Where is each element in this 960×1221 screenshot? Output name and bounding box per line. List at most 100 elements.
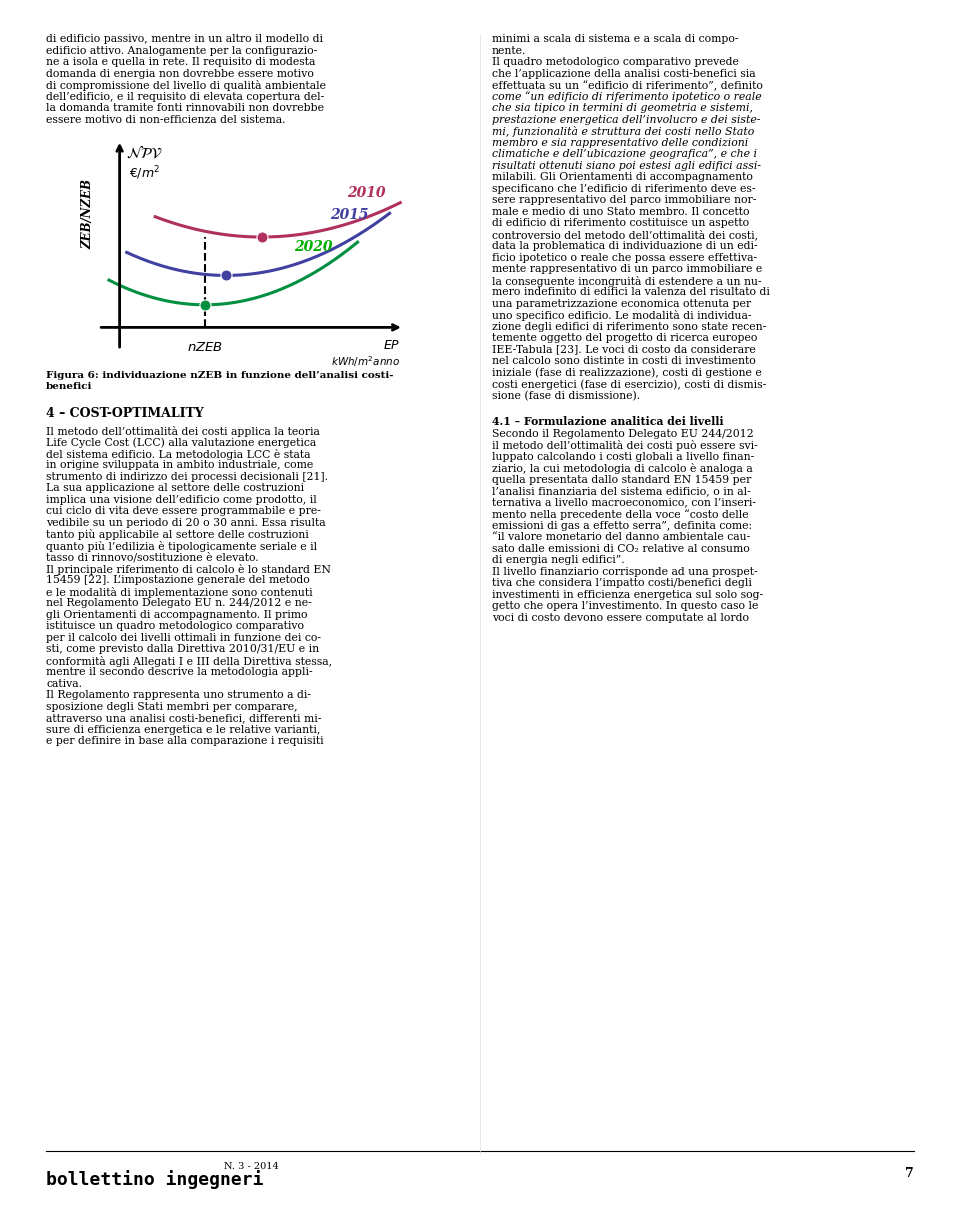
Text: cativa.: cativa. [46, 679, 82, 689]
Text: 2020: 2020 [294, 241, 333, 254]
Text: nel calcolo sono distinte in costi di investimento: nel calcolo sono distinte in costi di in… [492, 357, 756, 366]
Text: costi energetici (fase di esercizio), costi di dismis-: costi energetici (fase di esercizio), co… [492, 380, 766, 389]
Text: cui ciclo di vita deve essere programmabile e pre-: cui ciclo di vita deve essere programmab… [46, 507, 321, 516]
Text: male e medio di uno Stato membro. Il concetto: male e medio di uno Stato membro. Il con… [492, 206, 750, 216]
Text: ficio ipotetico o reale che possa essere effettiva-: ficio ipotetico o reale che possa essere… [492, 253, 757, 263]
Text: nel Regolamento Delegato EU n. 244/2012 e ne-: nel Regolamento Delegato EU n. 244/2012 … [46, 598, 312, 608]
Text: la domanda tramite fonti rinnovabili non dovrebbe: la domanda tramite fonti rinnovabili non… [46, 104, 324, 114]
Text: Il quadro metodologico comparativo prevede: Il quadro metodologico comparativo preve… [492, 57, 739, 67]
Text: uno specifico edificio. Le modalità di individua-: uno specifico edificio. Le modalità di i… [492, 310, 752, 321]
Text: investimenti in efficienza energetica sul solo sog-: investimenti in efficienza energetica su… [492, 590, 763, 600]
Text: strumento di indirizzo dei processi decisionali [21].: strumento di indirizzo dei processi deci… [46, 471, 328, 482]
Text: sione (fase di dismissione).: sione (fase di dismissione). [492, 391, 640, 400]
Text: IEE-Tabula [23]. Le voci di costo da considerare: IEE-Tabula [23]. Le voci di costo da con… [492, 344, 756, 354]
Text: il metodo dell’ottimalità dei costi può essere svi-: il metodo dell’ottimalità dei costi può … [492, 440, 757, 451]
Text: Il metodo dell’ottimalità dei costi applica la teoria: Il metodo dell’ottimalità dei costi appl… [46, 426, 320, 437]
Text: quanto più l’edilizia è tipologicamente seriale e il: quanto più l’edilizia è tipologicamente … [46, 541, 317, 552]
Text: tanto più applicabile al settore delle costruzioni: tanto più applicabile al settore delle c… [46, 530, 309, 541]
Text: conformità agli Allegati I e III della Direttiva stessa,: conformità agli Allegati I e III della D… [46, 656, 332, 667]
Text: climatiche e dell’ubicazione geografica”, e che i: climatiche e dell’ubicazione geografica”… [492, 149, 757, 159]
Text: Il Regolamento rappresenta uno strumento a di-: Il Regolamento rappresenta uno strumento… [46, 690, 311, 701]
Text: Il livello finanziario corrisponde ad una prospet-: Il livello finanziario corrisponde ad un… [492, 567, 757, 576]
Text: effettuata su un “edificio di riferimento”, definito: effettuata su un “edificio di riferiment… [492, 81, 763, 90]
Text: essere motivo di non-efficienza del sistema.: essere motivo di non-efficienza del sist… [46, 115, 285, 125]
Text: $nZEB$: $nZEB$ [187, 341, 223, 354]
Text: la conseguente incongruità di estendere a un nu-: la conseguente incongruità di estendere … [492, 276, 761, 287]
Text: ne a isola e quella in rete. Il requisito di modesta: ne a isola e quella in rete. Il requisit… [46, 57, 316, 67]
Text: 2015: 2015 [329, 208, 369, 222]
Text: mente rappresentativo di un parco immobiliare e: mente rappresentativo di un parco immobi… [492, 264, 762, 275]
Text: data la problematica di individuazione di un edi-: data la problematica di individuazione d… [492, 242, 757, 252]
Text: zione degli edifici di riferimento sono state recen-: zione degli edifici di riferimento sono … [492, 321, 766, 332]
Text: $kWh/m^2 anno$: $kWh/m^2 anno$ [331, 354, 400, 369]
Text: e per definire in base alla comparazione i requisiti: e per definire in base alla comparazione… [46, 736, 324, 746]
Text: ternativa a livello macroeconomico, con l’inseri-: ternativa a livello macroeconomico, con … [492, 498, 756, 508]
Text: sere rappresentativo del parco immobiliare nor-: sere rappresentativo del parco immobilia… [492, 195, 756, 205]
Text: voci di costo devono essere computate al lordo: voci di costo devono essere computate al… [492, 613, 749, 623]
Text: di edificio di riferimento costituisce un aspetto: di edificio di riferimento costituisce u… [492, 219, 749, 228]
Text: vedibile su un periodo di 20 o 30 anni. Essa risulta: vedibile su un periodo di 20 o 30 anni. … [46, 518, 325, 527]
Text: Secondo il Regolamento Delegato EU 244/2012: Secondo il Regolamento Delegato EU 244/2… [492, 429, 754, 438]
Text: mero indefinito di edifici la valenza del risultato di: mero indefinito di edifici la valenza de… [492, 287, 770, 297]
Text: milabili. Gli Orientamenti di accompagnamento: milabili. Gli Orientamenti di accompagna… [492, 172, 753, 182]
Text: sato dalle emissioni di CO₂ relative al consumo: sato dalle emissioni di CO₂ relative al … [492, 543, 750, 553]
Text: ziario, la cui metodologia di calcolo è analoga a: ziario, la cui metodologia di calcolo è … [492, 463, 753, 474]
Text: di edificio passivo, mentre in un altro il modello di: di edificio passivo, mentre in un altro … [46, 34, 324, 44]
Text: di energia negli edifici”.: di energia negli edifici”. [492, 556, 625, 565]
Text: 15459 [22]. L’impostazione generale del metodo: 15459 [22]. L’impostazione generale del … [46, 575, 310, 585]
Text: in origine sviluppata in ambito industriale, come: in origine sviluppata in ambito industri… [46, 460, 313, 470]
Text: domanda di energia non dovrebbe essere motivo: domanda di energia non dovrebbe essere m… [46, 68, 314, 78]
Text: 7: 7 [905, 1167, 914, 1181]
Text: mi, funzionalità e struttura dei costi nello Stato: mi, funzionalità e struttura dei costi n… [492, 126, 755, 137]
Text: che l’applicazione della analisi costi-benefici sia: che l’applicazione della analisi costi-b… [492, 68, 756, 78]
Text: attraverso una analisi costi-benefici, differenti mi-: attraverso una analisi costi-benefici, d… [46, 713, 322, 723]
Text: La sua applicazione al settore delle costruzioni: La sua applicazione al settore delle cos… [46, 484, 304, 493]
Text: gli Orientamenti di accompagnamento. Il primo: gli Orientamenti di accompagnamento. Il … [46, 609, 307, 620]
Text: sure di efficienza energetica e le relative varianti,: sure di efficienza energetica e le relat… [46, 725, 321, 735]
Text: “il valore monetario del danno ambientale cau-: “il valore monetario del danno ambiental… [492, 532, 751, 542]
Text: quella presentata dallo standard EN 15459 per: quella presentata dallo standard EN 1545… [492, 475, 752, 485]
Text: tiva che considera l’impatto costi/benefici degli: tiva che considera l’impatto costi/benef… [492, 578, 752, 589]
Text: emissioni di gas a effetto serra”, definita come:: emissioni di gas a effetto serra”, defin… [492, 520, 752, 531]
Text: del sistema edificio. La metodologia LCC è stata: del sistema edificio. La metodologia LCC… [46, 449, 311, 460]
Text: come “un edificio di riferimento ipotetico o reale: come “un edificio di riferimento ipoteti… [492, 92, 761, 103]
Text: implica una visione dell’edificio come prodotto, il: implica una visione dell’edificio come p… [46, 495, 317, 504]
Text: per il calcolo dei livelli ottimali in funzione dei co-: per il calcolo dei livelli ottimali in f… [46, 632, 321, 642]
Text: membro e sia rappresentativo delle condizioni: membro e sia rappresentativo delle condi… [492, 138, 748, 148]
Text: dell’edificio, e il requisito di elevata copertura del-: dell’edificio, e il requisito di elevata… [46, 92, 324, 101]
Text: una parametrizzazione economica ottenuta per: una parametrizzazione economica ottenuta… [492, 299, 751, 309]
Text: istituisce un quadro metodologico comparativo: istituisce un quadro metodologico compar… [46, 621, 304, 631]
Text: di compromissione del livello di qualità ambientale: di compromissione del livello di qualità… [46, 81, 326, 92]
Text: ZEB/NZEB: ZEB/NZEB [82, 179, 94, 249]
Text: sti, come previsto dalla Direttiva 2010/31/EU e in: sti, come previsto dalla Direttiva 2010/… [46, 645, 320, 654]
Text: 4.1 – Formulazione analitica dei livelli: 4.1 – Formulazione analitica dei livelli [492, 416, 724, 427]
Text: tasso di rinnovo/sostituzione è elevato.: tasso di rinnovo/sostituzione è elevato. [46, 552, 258, 563]
Text: sposizione degli Stati membri per comparare,: sposizione degli Stati membri per compar… [46, 702, 298, 712]
Text: controversio del metodo dell’ottimalità dei costi,: controversio del metodo dell’ottimalità … [492, 230, 758, 241]
Text: prestazione energetica dell’involucro e dei siste-: prestazione energetica dell’involucro e … [492, 115, 760, 125]
Text: e le modalità di implementazione sono contenuti: e le modalità di implementazione sono co… [46, 587, 313, 598]
Text: N. 3 - 2014: N. 3 - 2014 [224, 1162, 278, 1171]
Text: bollettino ingegneri: bollettino ingegneri [46, 1170, 264, 1189]
Text: 2010: 2010 [348, 187, 386, 200]
Text: specificano che l’edificio di riferimento deve es-: specificano che l’edificio di riferiment… [492, 183, 756, 194]
Text: minimi a scala di sistema e a scala di compo-: minimi a scala di sistema e a scala di c… [492, 34, 738, 44]
Text: mento nella precedente della voce “costo delle: mento nella precedente della voce “costo… [492, 509, 749, 520]
Text: $\mathcal{NPV}$: $\mathcal{NPV}$ [126, 144, 163, 160]
Text: che sia tipico in termini di geometria e sistemi,: che sia tipico in termini di geometria e… [492, 104, 753, 114]
Text: getto che opera l’investimento. In questo caso le: getto che opera l’investimento. In quest… [492, 601, 758, 612]
Text: iniziale (fase di realizzazione), costi di gestione e: iniziale (fase di realizzazione), costi … [492, 368, 761, 379]
Text: nente.: nente. [492, 45, 526, 56]
Text: benefici: benefici [46, 382, 92, 391]
Text: 4 – COST-OPTIMALITY: 4 – COST-OPTIMALITY [46, 407, 204, 420]
Text: l’analisi finanziaria del sistema edificio, o in al-: l’analisi finanziaria del sistema edific… [492, 486, 751, 496]
Text: $€/m^2$: $€/m^2$ [129, 165, 160, 182]
Text: Figura 6: individuazione nZEB in funzione dell’analisi costi-: Figura 6: individuazione nZEB in funzion… [46, 371, 394, 380]
Text: risultati ottenuti siano poi estesi agli edifici assi-: risultati ottenuti siano poi estesi agli… [492, 161, 761, 171]
Text: edificio attivo. Analogamente per la configurazio-: edificio attivo. Analogamente per la con… [46, 45, 318, 56]
Text: luppato calcolando i costi globali a livello finan-: luppato calcolando i costi globali a liv… [492, 452, 755, 462]
Text: $EP$: $EP$ [383, 338, 400, 352]
Text: Il principale riferimento di calcolo è lo standard EN: Il principale riferimento di calcolo è l… [46, 564, 331, 575]
Text: Life Cycle Cost (LCC) alla valutazione energetica: Life Cycle Cost (LCC) alla valutazione e… [46, 437, 317, 448]
Text: mentre il secondo descrive la metodologia appli-: mentre il secondo descrive la metodologi… [46, 668, 313, 678]
